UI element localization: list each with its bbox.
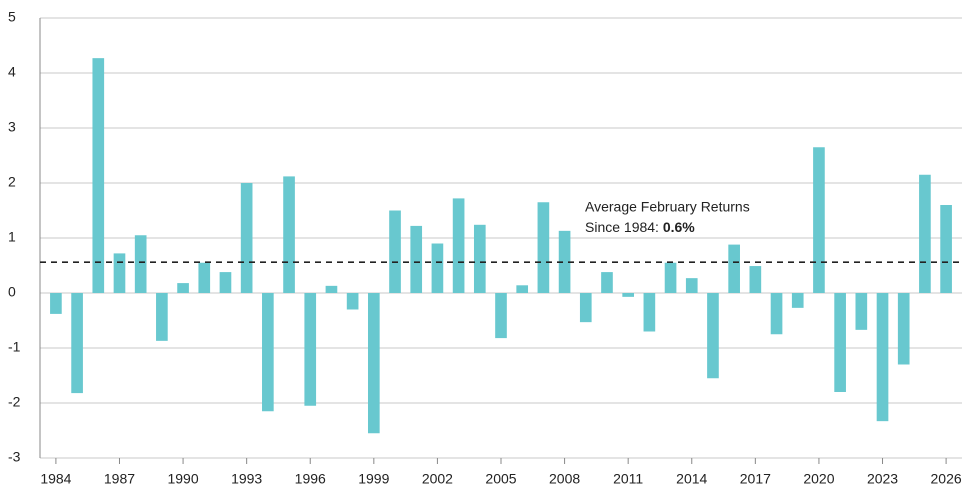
- bar: [113, 253, 126, 293]
- bar: [71, 293, 83, 394]
- bar: [262, 293, 274, 412]
- x-tick-label: 2017: [740, 471, 771, 487]
- bar: [198, 262, 211, 293]
- x-tick-label: 1999: [358, 471, 389, 487]
- x-tick-label: 2023: [867, 471, 898, 487]
- annotation-value: 0.6%: [663, 219, 695, 235]
- y-tick-label: 3: [8, 119, 16, 135]
- bar: [325, 285, 338, 293]
- bar: [643, 293, 656, 332]
- bar: [495, 293, 507, 339]
- bar: [473, 224, 486, 293]
- bar: [134, 235, 147, 293]
- y-tick-label: 5: [8, 9, 16, 25]
- bar: [240, 183, 253, 293]
- bar: [389, 210, 401, 293]
- bar: [219, 272, 232, 293]
- y-tick-label: 1: [8, 229, 16, 245]
- bar: [897, 293, 910, 365]
- bar: [452, 198, 465, 293]
- bar: [685, 278, 698, 293]
- y-tick-label: 0: [8, 284, 16, 300]
- bar: [156, 293, 168, 341]
- bar: [177, 283, 189, 293]
- bar: [367, 293, 380, 434]
- x-tick-label: 2014: [676, 471, 707, 487]
- bar: [749, 266, 762, 293]
- bar: [50, 293, 62, 314]
- bar: [813, 147, 825, 293]
- bar: [876, 293, 889, 422]
- bar: [431, 243, 444, 293]
- x-tick-label: 2005: [485, 471, 516, 487]
- annotation: Since 1984: 0.6%: [585, 219, 695, 235]
- annotation-text: Since 1984:: [585, 219, 663, 235]
- bar: [92, 58, 105, 294]
- x-tick-label: 2002: [422, 471, 453, 487]
- y-tick-label: -1: [8, 339, 21, 355]
- bar: [601, 272, 613, 293]
- bar: [855, 293, 868, 330]
- y-tick-label: -2: [8, 394, 21, 410]
- x-tick-label: 2011: [613, 471, 643, 487]
- bar: [346, 293, 359, 310]
- y-tick-label: 2: [8, 174, 16, 190]
- x-tick-label: 1993: [231, 471, 262, 487]
- y-tick-label: 4: [8, 64, 16, 80]
- bar: [707, 293, 719, 379]
- x-tick-label: 2026: [931, 471, 962, 487]
- bar: [579, 293, 592, 323]
- y-tick-label: -3: [8, 449, 21, 465]
- x-tick-label: 1984: [40, 471, 71, 487]
- annotation: Average February Returns: [585, 199, 750, 215]
- bar: [304, 293, 317, 406]
- bar: [728, 244, 740, 293]
- bar: [919, 174, 931, 293]
- bar: [558, 230, 571, 293]
- x-tick-label: 2020: [803, 471, 834, 487]
- bar: [537, 202, 550, 293]
- bar: [410, 225, 423, 293]
- x-tick-label: 1987: [104, 471, 135, 487]
- bar: [622, 293, 635, 297]
- x-tick-label: 1990: [167, 471, 198, 487]
- x-tick-label: 2008: [549, 471, 580, 487]
- bar: [940, 205, 952, 293]
- bar: [791, 293, 804, 308]
- bar: [770, 293, 783, 335]
- bar: [516, 285, 529, 293]
- bar: [664, 262, 677, 293]
- x-tick-label: 1996: [295, 471, 326, 487]
- bar: [283, 176, 295, 293]
- bar: [834, 293, 846, 392]
